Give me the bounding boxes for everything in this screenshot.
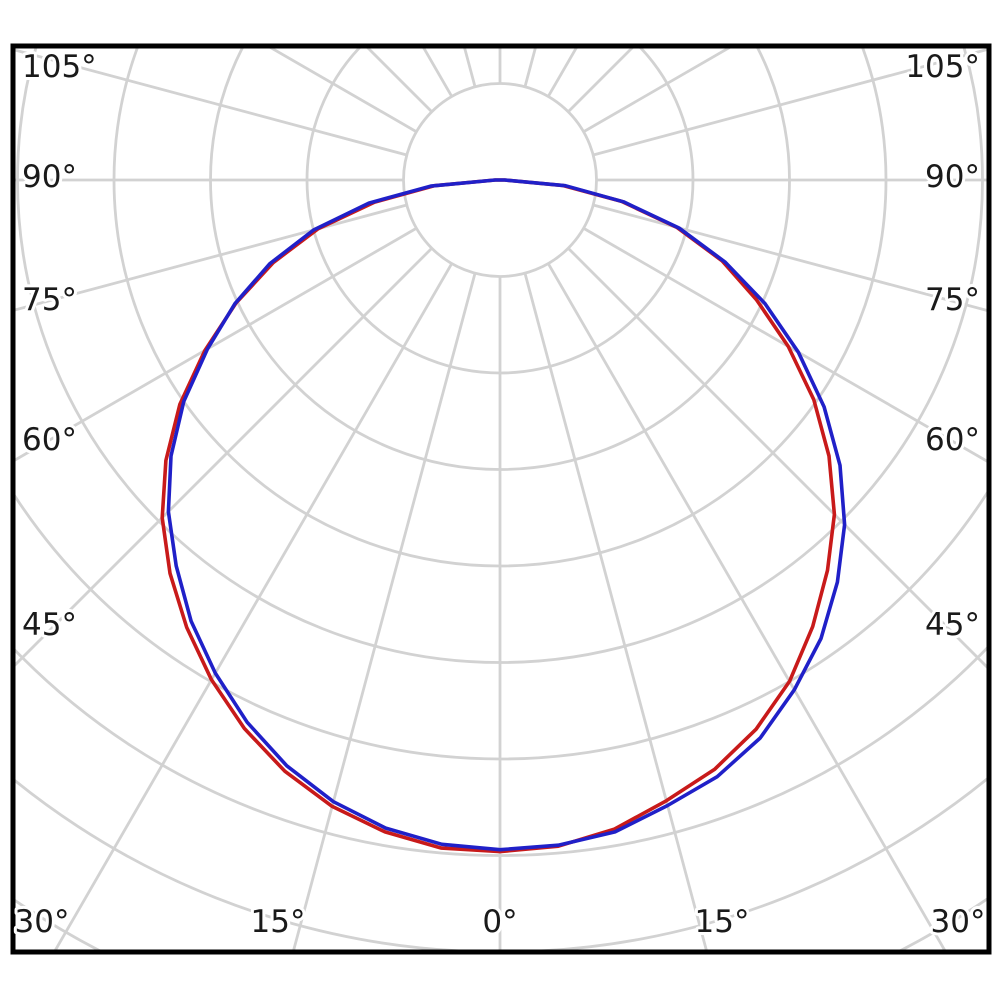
grid-radial-line [523,272,708,950]
grid-radial-line [15,48,408,157]
angle-label-right-45: 45° [925,607,980,643]
angle-label-right-75: 75° [925,282,980,318]
grid-radial-line [582,227,987,463]
grid-radial-line [15,247,433,667]
grid-radial-line [592,48,987,157]
grid-radial-line [523,48,537,88]
angle-label-bottom-0-30: 30° [15,904,70,940]
angle-label-bottom-2-0: 0° [482,904,517,940]
grid-radial-line [567,247,987,669]
plot-border [10,43,992,955]
intensity-curves [160,178,847,854]
red-curve [160,178,837,854]
grid-radial-line [292,272,477,950]
grid-radial-line [547,262,946,950]
angle-label-left-60: 60° [22,422,77,458]
angle-label-bottom-3-15: 15° [695,904,750,940]
grid-radial-line [15,203,408,312]
grid-radial-line [592,203,987,312]
angle-label-right-60: 60° [925,422,980,458]
blue-curve [166,178,847,852]
angle-labels: 105° 90° 75° 60° 45° 105° 90° 75° 60° 45° 30° 15° 0°… [12,46,989,943]
angle-label-left-45: 45° [22,607,77,643]
angle-label-left-90: 90° [22,159,77,195]
angle-label-left-75: 75° [22,282,77,318]
angle-label-left-105: 105° [22,49,97,85]
angle-label-bottom-1-15: 15° [251,904,306,940]
grid-radial-line [54,262,453,950]
grid-radial-line [15,227,418,462]
angle-label-right-90: 90° [925,159,980,195]
angle-label-right-105: 105° [905,49,980,85]
angle-label-bottom-4-30: 30° [931,904,986,940]
grid-radial-line [463,48,477,88]
